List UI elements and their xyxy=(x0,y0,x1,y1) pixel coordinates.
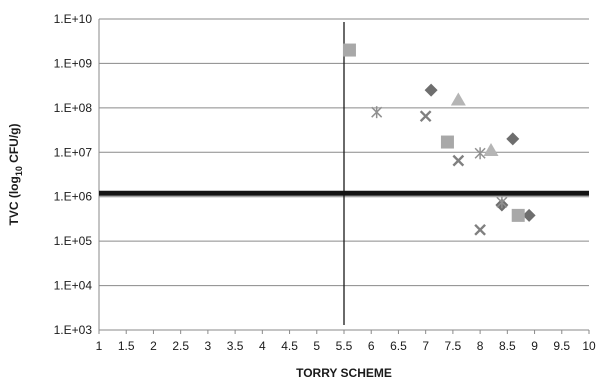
x-point xyxy=(452,154,465,167)
x-tick-label: 8.5 xyxy=(499,339,516,353)
x-tick-label: 7 xyxy=(422,339,429,353)
y-tick-label: 1.E+09 xyxy=(54,56,93,70)
y-axis-title: TVC (log10 CFU/g) xyxy=(7,123,24,225)
x-stroke xyxy=(419,110,432,123)
x-tick-label: 3.5 xyxy=(227,339,244,353)
x-tick-label: 7.5 xyxy=(445,339,462,353)
y-axis-title-main: TVC (log xyxy=(7,176,21,225)
y-tick-label: 1.E+07 xyxy=(54,145,93,159)
star-point xyxy=(496,196,508,209)
x-tick-label: 9.5 xyxy=(553,339,570,353)
x-axis-title: TORRY SCHEME xyxy=(296,366,392,380)
triangle-point xyxy=(450,92,466,106)
square-point xyxy=(511,208,525,222)
y-tick-label: 1.E+03 xyxy=(54,323,93,337)
y-tick-label: 1.E+10 xyxy=(54,12,93,26)
square-point xyxy=(342,43,356,57)
x-tick-label: 9 xyxy=(531,339,538,353)
x-tick-label: 6.5 xyxy=(390,339,407,353)
x-stroke xyxy=(452,154,465,167)
star-point xyxy=(474,147,486,160)
x-tick-label: 10 xyxy=(582,339,596,353)
x-point xyxy=(419,110,432,123)
x-tick-label: 1.5 xyxy=(118,339,135,353)
x-tick-label: 2 xyxy=(150,339,157,353)
x-point xyxy=(474,223,486,236)
x-tick-label: 8 xyxy=(477,339,484,353)
y-tick-label: 1.E+05 xyxy=(54,234,93,248)
x-tick-label: 4.5 xyxy=(281,339,298,353)
tick-labels: 1.E+03 1.E+04 1.E+05 1.E+06 1.E+07 1.E+08 1.E+… xyxy=(54,12,596,353)
x-tick-label: 4 xyxy=(259,339,266,353)
y-tick-label: 1.E+04 xyxy=(54,279,93,293)
square-point xyxy=(440,135,454,149)
x-tick-label: 5 xyxy=(313,339,320,353)
x-tick-label: 2.5 xyxy=(172,339,189,353)
diamond-point xyxy=(424,83,438,97)
x-tick-label: 5.5 xyxy=(336,339,353,353)
diamond-point xyxy=(506,132,520,146)
y-axis-title-subscript: 10 xyxy=(14,166,24,176)
y-tick-label: 1.E+06 xyxy=(54,190,93,204)
star-point xyxy=(371,106,383,119)
diamond-point xyxy=(522,208,536,222)
x-stroke xyxy=(474,223,486,236)
y-axis-title-tail: CFU/g) xyxy=(7,123,21,166)
reference-lines xyxy=(99,22,589,325)
data-points xyxy=(342,43,536,236)
triangle-point xyxy=(483,142,499,156)
x-tick-label: 3 xyxy=(205,339,212,353)
x-tick-label: 1 xyxy=(96,339,103,353)
y-tick-label: 1.E+08 xyxy=(54,101,93,115)
x-tick-label: 6 xyxy=(368,339,375,353)
axes xyxy=(98,19,590,334)
